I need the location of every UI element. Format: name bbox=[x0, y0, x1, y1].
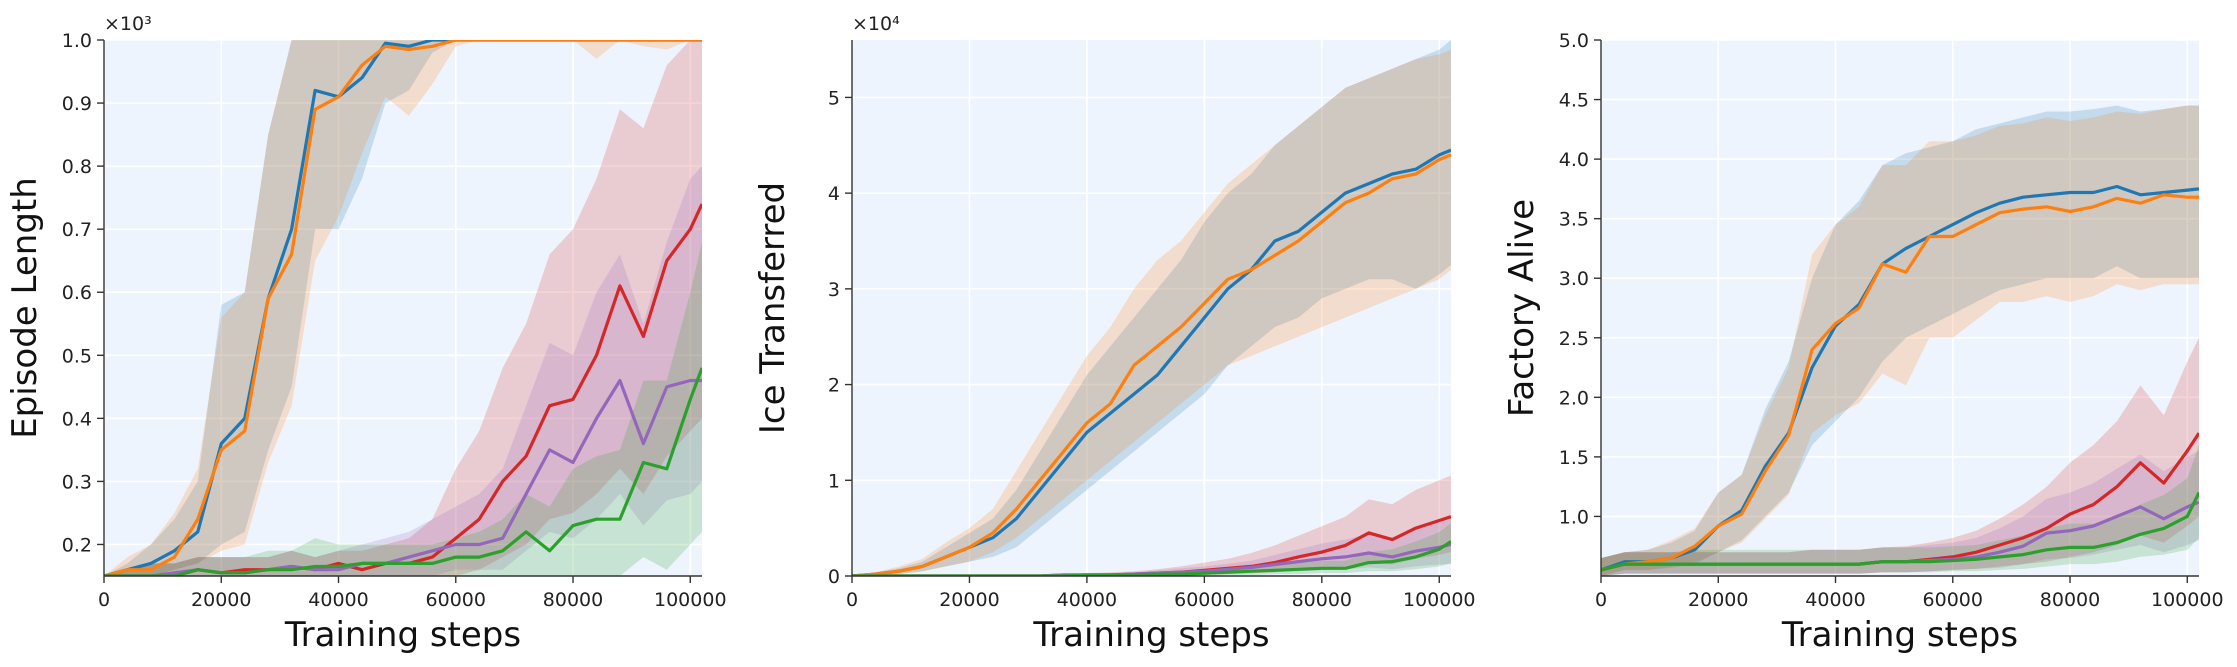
series-5-band bbox=[104, 241, 702, 576]
y-tick-label-5: 3.5 bbox=[1559, 209, 1589, 231]
series-5-line bbox=[1601, 491, 2199, 572]
x-tick-label-4: 80000 bbox=[543, 589, 603, 611]
y-tick-label-2: 0.4 bbox=[62, 408, 92, 430]
series-1-band bbox=[1601, 105, 2199, 576]
series-1-band bbox=[104, 40, 702, 576]
y-axis-exponent-label: ×10⁴ bbox=[852, 13, 900, 35]
plot-area bbox=[104, 40, 702, 576]
series-1-line bbox=[1601, 184, 2199, 572]
series-4-band bbox=[1601, 450, 2199, 576]
series-3-band bbox=[104, 40, 702, 576]
series-2-line bbox=[1601, 193, 2199, 572]
x-tick-label-5: 100000 bbox=[2151, 589, 2224, 611]
chart-panel-2: 0 20000 40000 60000 80000 100000 0 1 2 3 4 5 Trainin… bbox=[753, 13, 1476, 655]
series-5-line bbox=[104, 367, 702, 576]
series-3-band bbox=[1601, 337, 2199, 576]
x-tick-label-2: 40000 bbox=[1057, 589, 1117, 611]
y-tick-label-8: 5.0 bbox=[1559, 30, 1589, 52]
plot-background bbox=[104, 40, 702, 576]
y-tick-label-1: 1 bbox=[828, 470, 840, 492]
y-tick-label-6: 4.0 bbox=[1559, 149, 1589, 171]
series-5-line bbox=[852, 540, 1451, 576]
y-tick-label-3: 0.5 bbox=[62, 345, 92, 367]
y-tick-label-5: 5 bbox=[828, 87, 840, 109]
plot-area bbox=[852, 40, 1451, 576]
y-tick-label-0: 1.0 bbox=[1559, 506, 1589, 528]
y-tick-label-4: 4 bbox=[828, 183, 840, 205]
x-tick-label-4: 80000 bbox=[2040, 589, 2100, 611]
y-tick-label-4: 0.6 bbox=[62, 282, 92, 304]
x-tick-label-3: 60000 bbox=[1174, 589, 1234, 611]
series-2-line bbox=[852, 153, 1451, 576]
x-tick-label-1: 20000 bbox=[939, 589, 999, 611]
plot-background bbox=[852, 40, 1451, 576]
y-axis-exponent-label: ×10³ bbox=[104, 13, 152, 35]
x-axis-label: Training steps bbox=[1032, 615, 1269, 655]
y-tick-label-1: 0.3 bbox=[62, 471, 92, 493]
series-1-line bbox=[104, 40, 702, 576]
y-tick-label-3: 2.5 bbox=[1559, 328, 1589, 350]
x-tick-label-3: 60000 bbox=[1923, 589, 1983, 611]
series-3-band bbox=[852, 475, 1451, 576]
x-tick-label-4: 80000 bbox=[1292, 589, 1352, 611]
x-tick-label-0: 0 bbox=[846, 589, 858, 611]
x-tick-label-1: 20000 bbox=[191, 589, 251, 611]
x-axis-label: Training steps bbox=[1781, 615, 2018, 655]
series-2-line bbox=[104, 40, 702, 576]
y-tick-label-2: 2.0 bbox=[1559, 387, 1589, 409]
chart-panel-1: 0 20000 40000 60000 80000 100000 0.2 0.3 0.4 0.5 0… bbox=[5, 13, 727, 655]
y-tick-label-2: 2 bbox=[828, 375, 840, 397]
x-tick-label-5: 100000 bbox=[1403, 589, 1476, 611]
x-tick-label-2: 40000 bbox=[308, 589, 368, 611]
y-tick-label-8: 1.0 bbox=[62, 30, 92, 52]
y-tick-label-1: 1.5 bbox=[1559, 447, 1589, 469]
series-4-band bbox=[104, 166, 702, 576]
y-tick-label-4: 3.0 bbox=[1559, 268, 1589, 290]
y-tick-label-3: 3 bbox=[828, 279, 840, 301]
y-axis-label: Episode Length bbox=[5, 177, 45, 439]
x-tick-label-2: 40000 bbox=[1805, 589, 1865, 611]
series-2-band bbox=[104, 40, 702, 576]
y-tick-label-7: 4.5 bbox=[1559, 90, 1589, 112]
y-tick-label-5: 0.7 bbox=[62, 219, 92, 241]
y-tick-label-0: 0 bbox=[828, 566, 840, 588]
x-tick-label-0: 0 bbox=[1595, 589, 1607, 611]
series-2-band bbox=[852, 49, 1451, 576]
x-tick-label-1: 20000 bbox=[1688, 589, 1748, 611]
y-axis-label: Factory Alive bbox=[1502, 199, 1542, 417]
series-1-band bbox=[852, 40, 1451, 576]
x-tick-label-0: 0 bbox=[98, 589, 110, 611]
y-tick-label-7: 0.9 bbox=[62, 93, 92, 115]
chart-panel-3: 0 20000 40000 60000 80000 100000 1.0 1.5 2.0 2.5 3… bbox=[1502, 30, 2224, 655]
series-5-band bbox=[1601, 445, 2199, 576]
y-axis-label: Ice Transferred bbox=[753, 182, 793, 434]
plot-area bbox=[1601, 105, 2199, 576]
y-tick-label-0: 0.2 bbox=[62, 534, 92, 556]
x-axis-label: Training steps bbox=[284, 615, 521, 655]
x-tick-label-5: 100000 bbox=[654, 589, 727, 611]
x-tick-label-3: 60000 bbox=[426, 589, 486, 611]
plot-background bbox=[1601, 40, 2199, 576]
y-tick-label-6: 0.8 bbox=[62, 156, 92, 178]
series-2-band bbox=[1601, 105, 2199, 576]
